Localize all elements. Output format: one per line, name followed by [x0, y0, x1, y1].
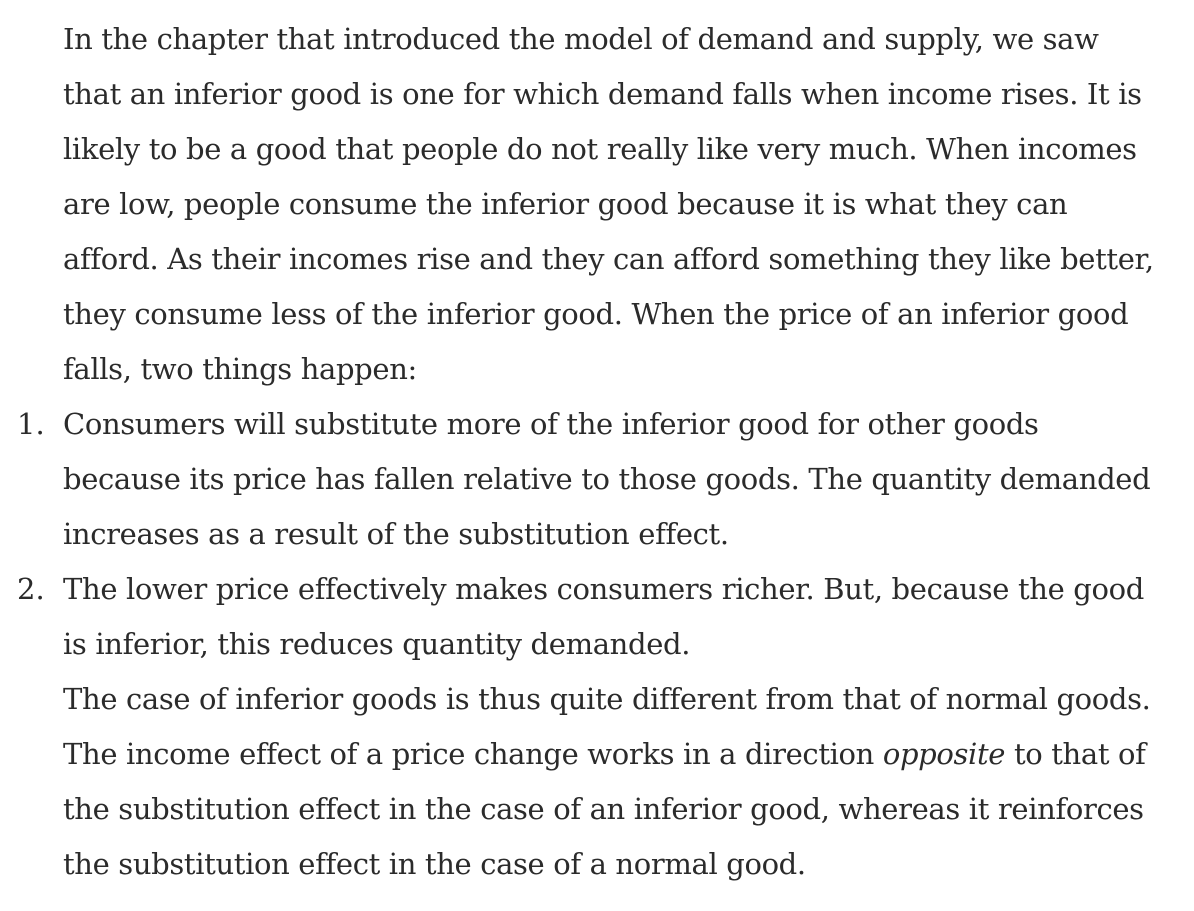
intro-paragraph: In the chapter that introduced the model…: [63, 22, 1154, 386]
list-item-text: Consumers will substitute more of the in…: [63, 407, 1151, 551]
closing-text-end: to that of the substitution effect in th…: [63, 737, 1146, 881]
list-item-text: The lower price effectively makes consum…: [63, 572, 1144, 661]
emphasized-word: opposite: [882, 737, 1006, 771]
list-item-number: 2.: [17, 572, 45, 606]
list-item: 1. Consumers will substitute more of the…: [17, 397, 1154, 562]
closing-text-start: The case of inferior goods is thus quite…: [63, 682, 1151, 771]
list-item-number: 1.: [17, 407, 45, 441]
effects-list: 1. Consumers will substitute more of the…: [0, 397, 1154, 672]
list-item: 2. The lower price effectively makes con…: [17, 562, 1154, 672]
closing-paragraph: The case of inferior goods is thus quite…: [63, 672, 1154, 892]
